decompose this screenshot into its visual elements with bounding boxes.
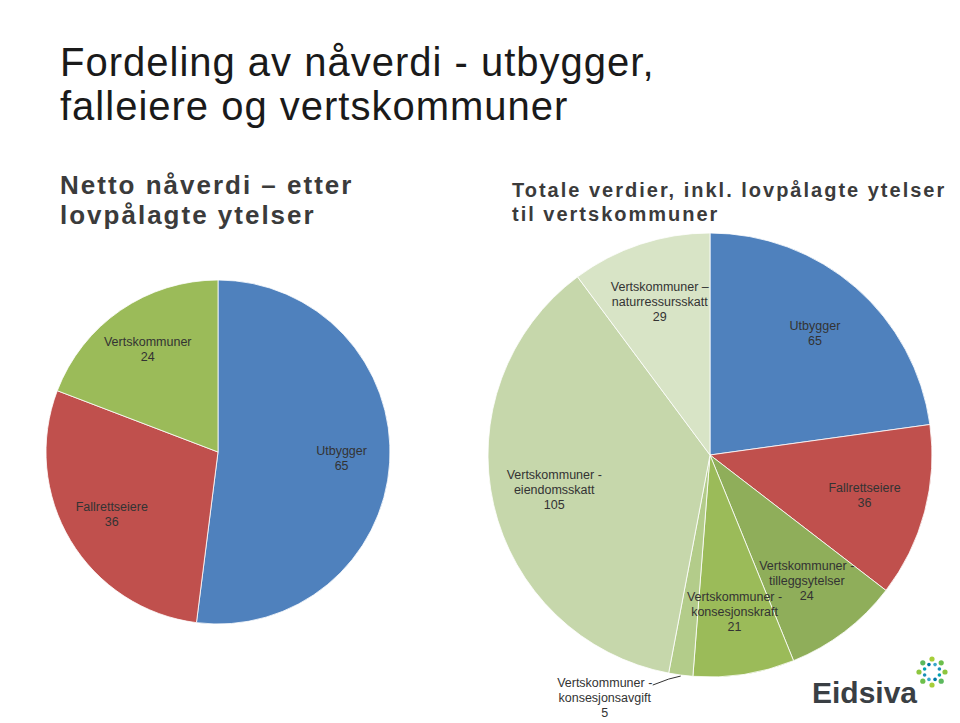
logo-dot	[927, 678, 931, 682]
slice-name-line: Vertskommuner -	[557, 676, 652, 690]
pie-labels: Utbygger65 Fallrettseiere36 Vertskommuner …	[507, 280, 901, 720]
data-label: 5	[601, 706, 608, 720]
slice-name-line: konsesjonskraft	[691, 605, 778, 619]
leader-line	[653, 676, 681, 685]
slice-name: Vertskommuner –naturressursskatt	[611, 280, 709, 309]
slice-name: Vertskommuner -konsesjonsavgift	[557, 676, 652, 705]
slice-name: Vertskommuner -tilleggsytelser	[759, 559, 854, 588]
chart-title: Totale verdier, inkl. lovpålagte ytelser…	[512, 178, 960, 226]
pie-slice	[578, 233, 710, 455]
logo-icon	[916, 656, 947, 687]
logo-dot	[927, 663, 931, 667]
logo-dot	[938, 673, 942, 677]
slice-name-line: Vertskommuner	[104, 335, 192, 349]
logo-dot	[933, 663, 937, 667]
slice-name-line: konsesjonsavgift	[559, 691, 652, 705]
logo-dot	[942, 669, 947, 674]
logo-dot	[929, 656, 934, 661]
slice-name-line: Vertskommuner -	[759, 559, 854, 573]
logo-dot	[920, 679, 925, 684]
data-label: 29	[653, 310, 667, 324]
slice-name: Fallrettseiere	[828, 481, 900, 495]
pie-slice	[196, 280, 390, 624]
data-label: 65	[335, 459, 349, 473]
logo-dot	[923, 667, 927, 671]
page-title: Fordeling av nåverdi - utbygger, falleie…	[60, 40, 780, 128]
pie-labels: Utbygger65 Fallrettseiere36 Vertskommuner2…	[76, 335, 367, 530]
logo-dot	[920, 660, 925, 665]
slice-name-line: eiendomsskatt	[514, 483, 595, 497]
data-label: 36	[105, 515, 119, 529]
pie	[46, 280, 390, 624]
slice-name: Utbygger	[316, 444, 367, 458]
logo-dot	[933, 678, 937, 682]
logo-dot	[916, 669, 921, 674]
slice-name-line: Fallrettseiere	[828, 481, 900, 495]
pie-slice	[57, 280, 218, 452]
slice-name-line: tilleggsytelser	[769, 574, 845, 588]
logo-dot	[939, 679, 944, 684]
logo-dot	[939, 660, 944, 665]
data-label: 21	[728, 620, 742, 634]
data-label: 65	[808, 334, 822, 348]
slice-name: Vertskommuner	[104, 335, 192, 349]
pie-slice	[710, 233, 930, 455]
logo-dot	[929, 682, 934, 687]
logo-text: Eidsiva	[812, 676, 917, 710]
chart-title: Netto nåverdi – etter lovpålagte ytelser	[60, 170, 440, 230]
data-label: 36	[858, 496, 872, 510]
data-label: 105	[544, 498, 565, 512]
slice-name-line: Utbygger	[790, 319, 841, 333]
slice-name: Vertskommuner -konsesjonskraft	[687, 590, 782, 619]
slice-name-line: Vertskommuner –	[611, 280, 709, 294]
slice-name-line: Vertskommuner -	[507, 468, 602, 482]
slice-name: Fallrettseiere	[76, 500, 148, 514]
data-label: 24	[141, 350, 155, 364]
slice-name-line: naturressursskatt	[612, 295, 708, 309]
slice-name-line: Fallrettseiere	[76, 500, 148, 514]
slice-name-line: Utbygger	[316, 444, 367, 458]
logo-dot	[923, 673, 927, 677]
logo-dot	[938, 667, 942, 671]
slice-name: Utbygger	[790, 319, 841, 333]
data-label: 24	[800, 589, 814, 603]
pie	[488, 233, 932, 677]
slice-name-line: Vertskommuner -	[687, 590, 782, 604]
slice-name: Vertskommuner -eiendomsskatt	[507, 468, 602, 497]
